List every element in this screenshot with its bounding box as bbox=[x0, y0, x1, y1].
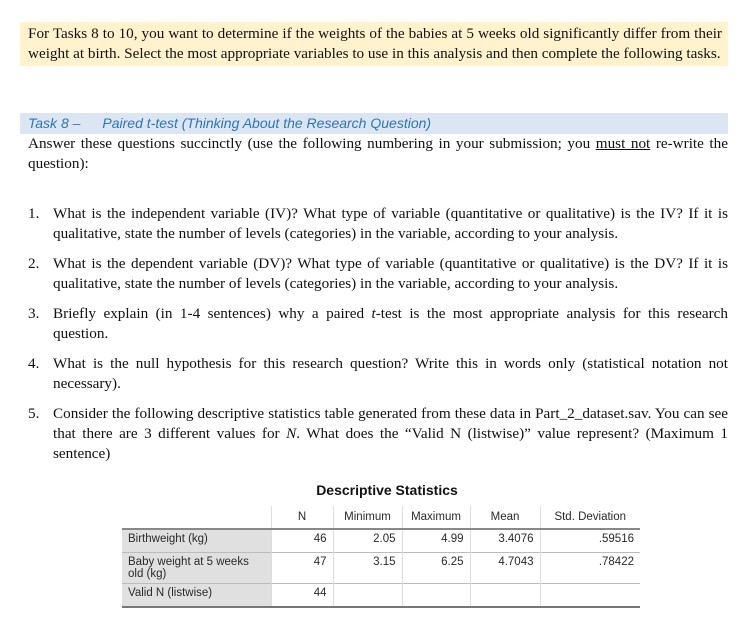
question-2: 2. What is the dependent variable (DV)? W… bbox=[28, 254, 728, 294]
question-number: 1. bbox=[28, 205, 40, 222]
table-row: Birthweight (kg) 46 2.05 4.99 3.4076.59516 bbox=[122, 528, 640, 553]
descriptive-statistics-table: N Minimum Maximum Mean Std. Deviation Bi… bbox=[122, 506, 640, 608]
table-cell: 46 bbox=[270, 528, 333, 553]
question-text: What is the dependent variable (DV)? Wha… bbox=[53, 255, 728, 292]
column-header: Std. Deviation bbox=[539, 506, 640, 529]
answer-text: Answer these questions succinctly (use t… bbox=[28, 135, 596, 152]
question-3: 3. Briefly explain (in 1-4 sentences) why… bbox=[28, 304, 728, 344]
question-italic: N bbox=[286, 425, 297, 442]
question-4: 4. What is the null hypothesis for this r… bbox=[28, 354, 728, 394]
task-title: Paired t-test (Thinking About the Resear… bbox=[102, 115, 432, 131]
question-5: 5. Consider the following descriptive sta… bbox=[28, 404, 728, 464]
row-label: Baby weight at 5 weeks old (kg) bbox=[122, 552, 271, 584]
question-number: 3. bbox=[28, 305, 40, 322]
table-cell: 3.4076 bbox=[469, 528, 540, 553]
table-row: Baby weight at 5 weeks old (kg) 47 3.15 6.2… bbox=[122, 552, 640, 584]
column-header: Minimum bbox=[332, 506, 402, 529]
task-heading: Task 8 – Paired t-test (Thinking About th… bbox=[20, 113, 728, 134]
table-cell: 3.15 bbox=[332, 552, 402, 584]
table-cell: .78422 bbox=[539, 552, 640, 584]
answer-emphasis: must not bbox=[595, 135, 651, 152]
table-header-row: N Minimum Maximum Mean Std. Deviation bbox=[122, 506, 640, 529]
table-title: Descriptive Statistics bbox=[316, 482, 458, 498]
row-label: Birthweight (kg) bbox=[122, 528, 271, 553]
intro-paragraph: For Tasks 8 to 10, you want to determine… bbox=[20, 22, 728, 66]
table-cell: 6.25 bbox=[401, 552, 470, 584]
question-text: What is the independent variable (IV)? W… bbox=[53, 205, 728, 242]
question-list: 1. What is the independent variable (IV)?… bbox=[28, 204, 728, 474]
question-text: What is the null hypothesis for this res… bbox=[53, 355, 728, 392]
column-header: N bbox=[270, 506, 333, 529]
question-text: Consider the following descriptive stati… bbox=[53, 405, 728, 442]
table-cell bbox=[539, 583, 640, 608]
table-cell: 4.99 bbox=[401, 528, 470, 553]
question-text-end: -test is the most appropriate analysis f… bbox=[53, 305, 728, 342]
answer-text-end: re-write the question): bbox=[28, 135, 728, 172]
table-cell bbox=[332, 583, 402, 608]
column-header: Mean bbox=[469, 506, 540, 529]
answer-instructions: Answer these questions succinctly (use t… bbox=[28, 134, 728, 174]
table-cell: .59516 bbox=[539, 528, 640, 553]
task-number: Task 8 – bbox=[28, 115, 81, 131]
table-cell bbox=[401, 583, 470, 608]
question-number: 2. bbox=[28, 255, 40, 272]
table-row: Valid N (listwise) 44 bbox=[122, 583, 640, 608]
question-1: 1. What is the independent variable (IV)?… bbox=[28, 204, 728, 244]
question-italic: t bbox=[371, 305, 376, 322]
table-cell: 47 bbox=[270, 552, 333, 584]
table-cell: 2.05 bbox=[332, 528, 402, 553]
table-cell: 4.7043 bbox=[469, 552, 540, 584]
column-header bbox=[122, 506, 271, 529]
question-text-end: . What does the “Valid N (listwise)” val… bbox=[53, 425, 728, 462]
question-number: 4. bbox=[28, 355, 40, 372]
table-cell: 44 bbox=[270, 583, 333, 608]
table-cell bbox=[469, 583, 540, 608]
row-label: Valid N (listwise) bbox=[122, 583, 271, 608]
question-text: Briefly explain (in 1-4 sentences) why a… bbox=[53, 305, 372, 322]
question-number: 5. bbox=[28, 405, 40, 422]
column-header: Maximum bbox=[401, 506, 470, 529]
